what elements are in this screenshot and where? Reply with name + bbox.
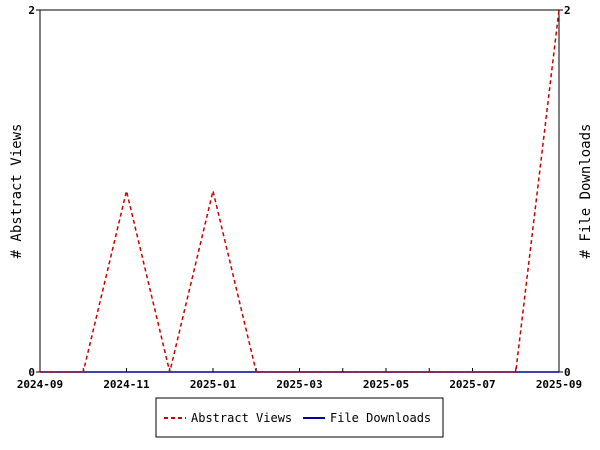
y2-axis-title: # File Downloads xyxy=(578,124,594,259)
y2-tick-label: 2 xyxy=(564,4,571,17)
plot-area xyxy=(39,9,560,373)
series-lines xyxy=(40,9,560,373)
x-tick-label: 2025-07 xyxy=(449,378,495,391)
y-axis-title: # Abstract Views xyxy=(9,124,25,259)
x-tick-label: 2025-09 xyxy=(536,378,582,391)
legend-label-file-downloads: File Downloads xyxy=(330,411,431,425)
x-tick-label: 2024-11 xyxy=(103,378,150,391)
legend: Abstract Views File Downloads xyxy=(155,397,444,438)
x-axis: 2024-09 2024-11 2025-01 2025-03 2025-05 2025-… xyxy=(17,368,582,391)
y-axis-left: 02 xyxy=(28,4,40,379)
y-tick-label: 2 xyxy=(28,4,35,17)
y-axis-right: 02 xyxy=(559,4,571,379)
legend-label-abstract-views: Abstract Views xyxy=(191,411,292,425)
legend-box xyxy=(155,397,444,438)
x-tick-label: 2024-09 xyxy=(17,378,63,391)
x-tick-label: 2025-01 xyxy=(190,378,237,391)
x-tick-label: 2025-05 xyxy=(363,378,409,391)
x-tick-label: 2025-03 xyxy=(276,378,322,391)
series-line-abstract-views xyxy=(40,9,560,373)
y2-tick-label: 0 xyxy=(564,366,571,379)
y-tick-label: 0 xyxy=(28,366,35,379)
